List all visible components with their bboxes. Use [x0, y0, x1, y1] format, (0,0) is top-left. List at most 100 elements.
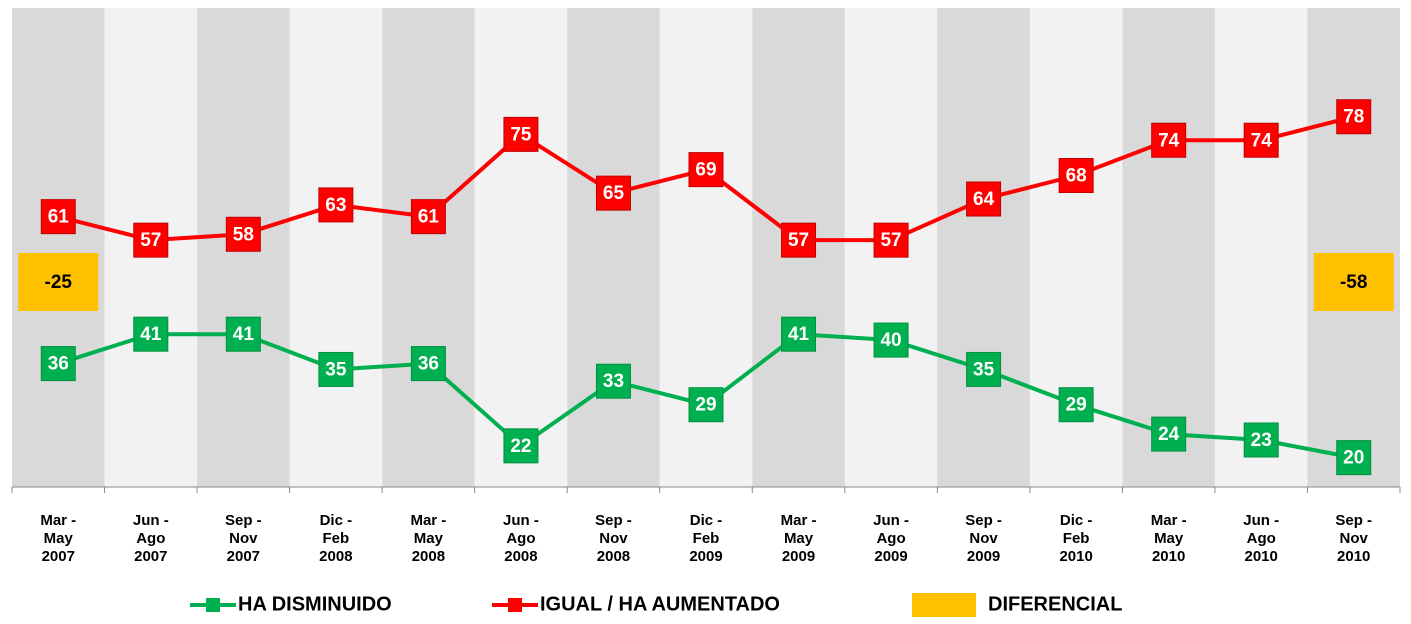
marker — [133, 316, 169, 352]
band — [474, 8, 568, 487]
data-label: 23 — [1251, 430, 1272, 451]
marker — [688, 152, 724, 188]
difference-box — [1313, 253, 1394, 311]
x-tick-label: May — [784, 530, 814, 547]
data-label: 29 — [695, 395, 716, 416]
x-tick-label: Dic - — [1060, 512, 1093, 529]
data-label: 64 — [973, 189, 995, 210]
x-tick-label: 2008 — [319, 548, 352, 565]
x-tick-label: Nov — [229, 530, 258, 547]
data-label: 69 — [695, 160, 716, 181]
marker — [595, 175, 631, 211]
data-label: 35 — [325, 359, 347, 380]
data-label: 57 — [788, 230, 809, 251]
x-tick-label: Ago — [876, 530, 905, 547]
legend-marker — [206, 598, 220, 612]
marker — [1243, 122, 1279, 158]
marker — [595, 363, 631, 399]
data-label: 74 — [1251, 130, 1273, 151]
x-tick-label: 2008 — [597, 548, 630, 565]
x-tick-label: 2010 — [1059, 548, 1092, 565]
marker — [1243, 422, 1279, 458]
marker — [873, 222, 909, 258]
marker — [410, 346, 446, 382]
x-tick-label: Jun - — [503, 512, 539, 529]
data-label: 61 — [48, 207, 70, 228]
x-tick-label: Sep - — [225, 512, 262, 529]
marker — [966, 351, 1002, 387]
data-label: 35 — [973, 359, 995, 380]
x-tick-label: Mar - — [781, 512, 817, 529]
data-label: 58 — [233, 224, 254, 245]
x-tick-label: Nov — [1340, 530, 1369, 547]
legend-label: IGUAL / HA AUMENTADO — [540, 593, 780, 615]
x-tick-label: 2009 — [782, 548, 815, 565]
band — [1122, 8, 1215, 487]
marker — [1336, 99, 1372, 135]
marker — [410, 199, 446, 235]
data-label: 33 — [603, 371, 624, 392]
data-label: 36 — [418, 354, 439, 375]
marker — [1151, 416, 1187, 452]
marker — [225, 316, 261, 352]
x-tick-label: Feb — [693, 530, 720, 547]
x-tick-label: 2007 — [227, 548, 260, 565]
x-tick-label: Ago — [506, 530, 535, 547]
x-tick-label: May — [1154, 530, 1184, 547]
data-label: 20 — [1343, 448, 1364, 469]
marker — [503, 428, 539, 464]
marker — [133, 222, 169, 258]
x-tick-label: May — [414, 530, 444, 547]
data-label: 74 — [1158, 130, 1180, 151]
x-tick-label: 2010 — [1245, 548, 1278, 565]
data-label: 36 — [48, 354, 69, 375]
x-tick-label: 2007 — [134, 548, 167, 565]
band — [1214, 8, 1308, 487]
x-tick-label: 2008 — [412, 548, 445, 565]
marker — [40, 346, 76, 382]
x-tick-label: Ago — [136, 530, 165, 547]
band — [12, 8, 105, 487]
x-tick-label: Mar - — [1151, 512, 1187, 529]
data-label: 57 — [880, 230, 901, 251]
band — [382, 8, 475, 487]
data-label: 41 — [788, 324, 810, 345]
x-tick-label: Feb — [323, 530, 350, 547]
marker — [1058, 387, 1094, 423]
x-tick-label: Dic - — [320, 512, 353, 529]
data-label: 41 — [233, 324, 255, 345]
marker — [781, 316, 817, 352]
marker — [225, 216, 261, 252]
marker — [966, 181, 1002, 217]
data-label: 57 — [140, 230, 161, 251]
x-tick-label: Nov — [599, 530, 628, 547]
data-label: 29 — [1066, 395, 1087, 416]
band — [1307, 8, 1400, 487]
data-label: 65 — [603, 183, 625, 204]
x-tick-label: Jun - — [1243, 512, 1279, 529]
x-tick-label: Feb — [1063, 530, 1090, 547]
x-tick-label: 2007 — [42, 548, 75, 565]
marker — [318, 187, 354, 223]
legend-swatch — [912, 593, 976, 617]
x-tick-label: Mar - — [40, 512, 76, 529]
marker — [688, 387, 724, 423]
legend-marker — [508, 598, 522, 612]
x-tick-label: Nov — [969, 530, 998, 547]
marker — [873, 322, 909, 358]
data-label: 24 — [1158, 424, 1180, 445]
marker — [1151, 122, 1187, 158]
data-label: 75 — [510, 124, 532, 145]
x-tick-label: Mar - — [410, 512, 446, 529]
data-label: 22 — [510, 436, 531, 457]
x-tick-label: May — [44, 530, 74, 547]
marker — [318, 351, 354, 387]
x-tick-label: Ago — [1247, 530, 1276, 547]
marker — [40, 199, 76, 235]
x-tick-label: Jun - — [133, 512, 169, 529]
x-tick-label: Dic - — [690, 512, 723, 529]
marker — [1058, 158, 1094, 194]
x-tick-label: Sep - — [965, 512, 1002, 529]
difference-label: -25 — [45, 272, 73, 293]
